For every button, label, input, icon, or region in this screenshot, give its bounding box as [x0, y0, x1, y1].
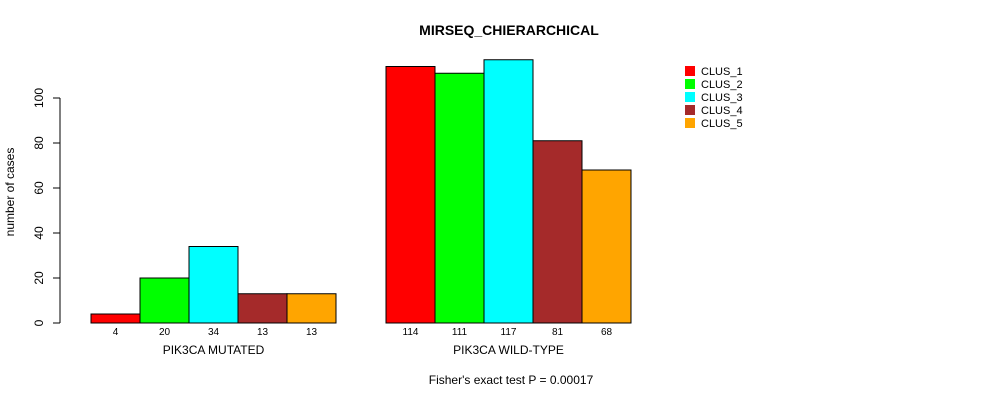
value-label-clus-1-group-2: 114 [403, 327, 419, 338]
y-axis: 0 20 40 60 80 100 [32, 88, 61, 326]
value-label-clus-4-group-2: 81 [552, 327, 564, 338]
legend-swatch-clus-1 [685, 66, 695, 76]
y-tick-label-0: 0 [32, 319, 46, 326]
value-label-clus-2-group-1: 20 [159, 327, 171, 338]
value-label-clus-1-group-1: 4 [113, 327, 119, 338]
legend-label-clus-1: CLUS_1 [701, 66, 743, 78]
bar-clus-2-group-2 [434, 72, 485, 324]
group-labels: PIK3CA MUTATED PIK3CA WILD-TYPE [163, 343, 564, 357]
y-tick-label-20: 20 [32, 271, 46, 285]
chart-title: MIRSEQ_CHIERARCHICAL [419, 22, 599, 38]
legend-label-clus-4: CLUS_4 [701, 105, 743, 117]
y-tick-label-60: 60 [32, 181, 46, 195]
legend-label-clus-2: CLUS_2 [701, 79, 743, 91]
value-label-clus-2-group-2: 111 [452, 327, 468, 338]
bar-clus-5-group-2 [581, 169, 632, 324]
legend-label-clus-5: CLUS_5 [701, 118, 743, 130]
bar-clus-4-group-2 [532, 140, 583, 324]
y-axis-label: number of cases [3, 148, 17, 237]
value-label-clus-5-group-1: 13 [306, 327, 318, 338]
legend-label-clus-3: CLUS_3 [701, 92, 743, 104]
value-label-clus-4-group-1: 13 [257, 327, 269, 338]
y-tick-label-100: 100 [32, 88, 46, 108]
group-label-2: PIK3CA WILD-TYPE [453, 343, 564, 357]
bar-clus-1-group-1 [90, 313, 141, 324]
bar-clus-4-group-1 [237, 293, 288, 324]
legend-swatch-clus-4 [685, 105, 695, 115]
legend-swatch-clus-2 [685, 79, 695, 89]
bar-clus-3-group-1 [188, 246, 239, 324]
y-tick-label-80: 80 [32, 136, 46, 150]
bar-clus-1-group-2 [385, 66, 436, 324]
value-labels: 4 20 34 13 13 114 111 117 81 68 [113, 327, 613, 338]
fisher-test-footnote: Fisher's exact test P = 0.00017 [429, 373, 594, 387]
bar-clus-3-group-2 [483, 59, 534, 324]
bars [90, 59, 632, 324]
y-tick-label-40: 40 [32, 226, 46, 240]
value-label-clus-3-group-2: 117 [501, 327, 517, 338]
legend-swatch-clus-3 [685, 92, 695, 102]
value-label-clus-3-group-1: 34 [208, 327, 220, 338]
legend-swatch-clus-5 [685, 118, 695, 128]
value-label-clus-5-group-2: 68 [601, 327, 613, 338]
bar-clus-5-group-1 [286, 293, 337, 324]
bar-clus-2-group-1 [139, 277, 190, 324]
group-label-1: PIK3CA MUTATED [163, 343, 265, 357]
